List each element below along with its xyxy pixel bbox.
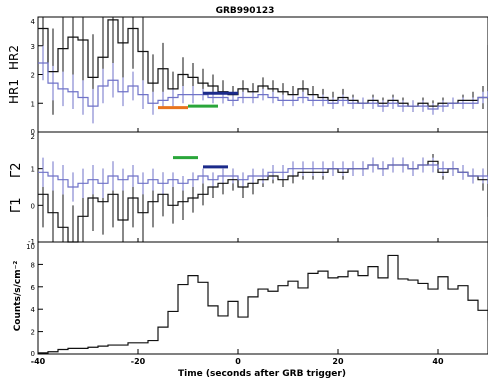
ylabel-gamma2: Γ2 [9,162,24,178]
gamma2-series-line [38,164,488,188]
y-tick-label: 0 [31,128,35,136]
x-tick-label: 0 [235,357,241,366]
y-tick-label: 8 [31,261,35,269]
markers [173,156,228,169]
hr2-series-line [38,62,488,110]
x-ticks: -40 -20 0 20 40 [31,349,444,366]
x-tick-label: -40 [31,357,46,366]
y-tick-label: 4 [31,306,36,314]
series-lines [38,254,488,354]
y-tick-label: 0 [31,350,35,358]
panel-light-curve: 0 2 4 6 8 10 -40 -20 0 20 40 Counts/s/cm⁻² Time (… [13,241,488,379]
x-tick-label: 40 [432,357,444,366]
y-tick-label: 2 [31,133,35,141]
x-tick-label: -20 [131,357,146,366]
y-tick-label: 6 [31,284,36,292]
panel-frame [37,241,488,355]
y-tick-label: 3 [31,43,35,51]
panel-photon-index: -1 0 1 2 Γ1 Γ2 [9,131,488,246]
chart-title: GRB990123 [216,6,275,16]
y-tick-label: 0 [31,202,35,210]
y-tick-label: 10 [26,243,35,251]
y-tick-label: 1 [31,100,35,108]
y-tick-label: -1 [28,238,35,246]
y-tick-label: 2 [31,72,35,80]
error-bars [42,154,484,242]
y-tick-label: 4 [31,18,36,26]
error-bars [42,17,484,124]
ylabel-gamma1: Γ1 [9,197,24,213]
x-axis-label: Time (seconds after GRB trigger) [178,369,346,379]
y-tick-label: 2 [31,329,35,337]
ylabel-hr1: HR1 [7,79,21,104]
ylabel-counts: Counts/s/cm⁻² [13,261,23,332]
panel-frame [37,16,488,133]
y-ticks: 0 2 4 6 8 10 [26,241,43,358]
series-lines [38,19,488,110]
markers [158,91,238,110]
y-ticks: 0 1 2 3 4 [31,16,439,136]
y-ticks: -1 0 1 2 [28,131,439,246]
counts-series-line [38,254,488,354]
y-tick-label: 1 [31,166,35,174]
panel-hardness-ratio: 0 1 2 3 4 HR1 HR2 [7,16,488,136]
ylabel-hr2: HR2 [7,45,21,70]
x-tick-label: 20 [332,357,344,366]
series-lines [38,160,488,243]
